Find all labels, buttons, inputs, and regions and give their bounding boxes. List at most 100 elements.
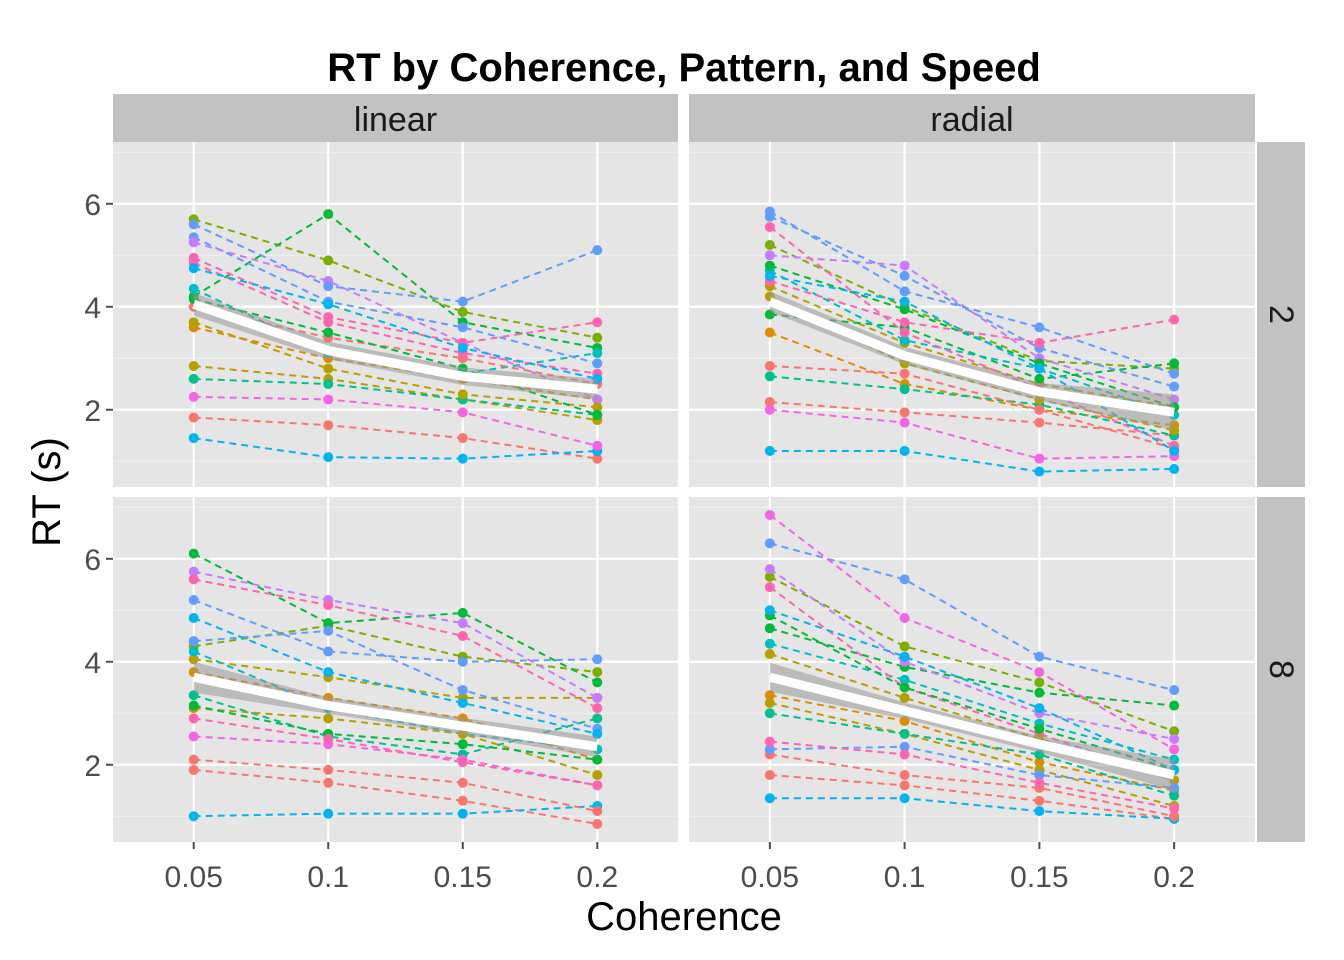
data-point bbox=[592, 332, 603, 343]
series-line bbox=[769, 210, 1175, 375]
data-point bbox=[899, 770, 910, 781]
series-line bbox=[769, 701, 1175, 807]
data-point bbox=[1034, 723, 1045, 734]
data-point bbox=[188, 713, 199, 724]
series-line bbox=[769, 753, 1175, 818]
mean-trend-line bbox=[768, 297, 1175, 417]
data-point bbox=[188, 636, 199, 647]
data-point bbox=[764, 770, 775, 781]
series-line bbox=[769, 575, 1175, 733]
series-line bbox=[193, 658, 598, 699]
data-point bbox=[323, 625, 334, 636]
data-point bbox=[1169, 368, 1180, 379]
data-point bbox=[188, 391, 199, 402]
x-tick-label: 0.15 bbox=[1010, 861, 1068, 894]
data-point bbox=[457, 607, 468, 618]
series-line bbox=[193, 256, 598, 344]
data-point bbox=[764, 404, 775, 415]
data-point bbox=[457, 631, 468, 642]
data-point bbox=[457, 697, 468, 708]
mean-trend-line bbox=[768, 672, 1176, 780]
data-point bbox=[899, 741, 910, 752]
series-line bbox=[769, 586, 1175, 782]
data-point bbox=[899, 574, 910, 585]
data-point bbox=[323, 808, 334, 819]
data-point bbox=[188, 360, 199, 371]
data-point bbox=[188, 283, 199, 294]
data-point bbox=[899, 674, 910, 685]
data-point bbox=[188, 373, 199, 384]
series-line bbox=[769, 401, 1175, 437]
data-point bbox=[1169, 685, 1180, 696]
data-point bbox=[323, 646, 334, 657]
data-point bbox=[764, 623, 775, 634]
confidence-band bbox=[193, 292, 598, 400]
data-point bbox=[899, 327, 910, 338]
series-line bbox=[769, 254, 1175, 401]
data-point bbox=[1034, 651, 1045, 662]
data-point bbox=[323, 281, 334, 292]
data-point bbox=[899, 286, 910, 297]
series-line bbox=[193, 758, 598, 813]
strip-label-speed-8: 8 bbox=[1262, 660, 1300, 679]
series-line bbox=[769, 449, 1175, 473]
data-point bbox=[764, 239, 775, 250]
panel-radial-speed-8 bbox=[689, 497, 1255, 842]
data-point bbox=[1169, 811, 1180, 822]
data-point bbox=[188, 548, 199, 559]
data-point bbox=[592, 440, 603, 451]
data-point bbox=[1034, 806, 1045, 817]
series-line bbox=[193, 717, 598, 787]
data-point bbox=[1034, 677, 1045, 688]
data-point bbox=[1169, 314, 1180, 325]
data-point bbox=[899, 368, 910, 379]
data-point bbox=[323, 209, 334, 220]
data-point bbox=[323, 618, 334, 629]
data-point bbox=[188, 574, 199, 585]
series-line bbox=[769, 568, 1175, 740]
series-line bbox=[769, 280, 1175, 344]
data-point bbox=[1034, 703, 1045, 714]
data-point bbox=[592, 409, 603, 420]
data-point bbox=[323, 764, 334, 775]
series-line bbox=[769, 514, 1175, 751]
data-point bbox=[1034, 466, 1045, 477]
data-point bbox=[1169, 445, 1180, 456]
x-tick-label: 0.1 bbox=[307, 861, 349, 894]
data-point bbox=[592, 677, 603, 688]
data-point bbox=[899, 445, 910, 456]
series-line bbox=[193, 735, 598, 787]
data-point bbox=[764, 360, 775, 371]
data-point bbox=[323, 713, 334, 724]
data-point bbox=[1169, 700, 1180, 711]
data-point bbox=[1169, 381, 1180, 392]
strip-background bbox=[689, 94, 1255, 142]
data-point bbox=[323, 379, 334, 390]
data-point bbox=[592, 770, 603, 781]
data-point bbox=[188, 237, 199, 248]
data-point bbox=[188, 654, 199, 665]
series-line bbox=[769, 694, 1175, 792]
series-line bbox=[193, 599, 598, 663]
data-point bbox=[188, 811, 199, 822]
x-tick-label: 0.1 bbox=[884, 861, 926, 894]
data-point bbox=[323, 327, 334, 338]
data-point bbox=[764, 221, 775, 232]
data-point bbox=[764, 206, 775, 217]
data-point bbox=[899, 728, 910, 739]
data-point bbox=[899, 641, 910, 652]
data-point bbox=[764, 270, 775, 281]
data-point bbox=[764, 793, 775, 804]
y-axis-ticks: 2 4 6 2 4 6 bbox=[84, 189, 113, 783]
data-point bbox=[899, 692, 910, 703]
series-line bbox=[193, 377, 598, 416]
data-point bbox=[457, 757, 468, 768]
data-point bbox=[457, 389, 468, 400]
y-tick-label: 6 bbox=[84, 189, 101, 222]
chart-title: RT by Coherence, Pattern, and Speed bbox=[327, 46, 1041, 90]
series-line bbox=[193, 236, 598, 365]
data-point bbox=[323, 734, 334, 745]
series-line bbox=[193, 704, 598, 761]
data-point bbox=[592, 692, 603, 703]
series-line bbox=[769, 375, 1175, 437]
